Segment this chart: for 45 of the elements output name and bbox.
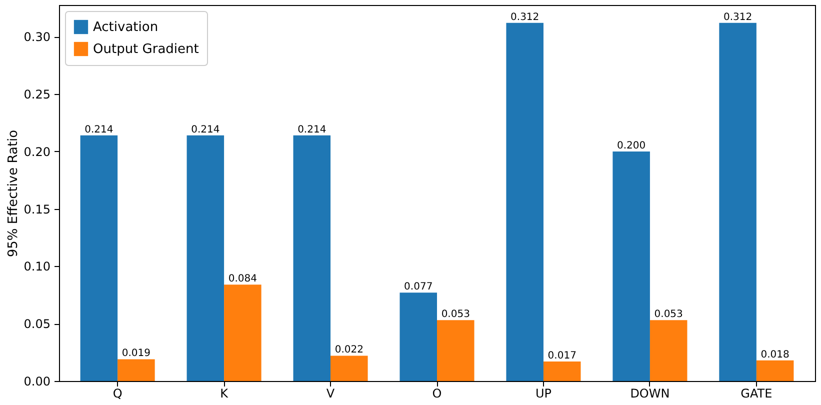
y-tick-label: 0.15 bbox=[24, 202, 50, 216]
bar bbox=[224, 284, 262, 381]
bar bbox=[118, 359, 155, 381]
data-label: 0.053 bbox=[441, 309, 470, 320]
x-tick-label: K bbox=[220, 386, 230, 400]
bar bbox=[293, 135, 331, 381]
data-label: 0.019 bbox=[122, 348, 151, 360]
bar bbox=[543, 361, 581, 381]
bar bbox=[650, 320, 688, 381]
y-tick-label: 0.25 bbox=[24, 88, 50, 102]
y-tick-label: 0.00 bbox=[24, 374, 50, 388]
bar bbox=[756, 360, 794, 381]
bar bbox=[400, 292, 437, 381]
bar bbox=[506, 22, 544, 381]
x-tick-label: GATE bbox=[740, 386, 772, 400]
bar bbox=[719, 22, 756, 381]
x-tick-label: Q bbox=[112, 386, 122, 400]
x-tick-label: DOWN bbox=[630, 386, 670, 400]
y-tick-label: 0.30 bbox=[24, 30, 50, 44]
x-tick-label: O bbox=[432, 386, 442, 400]
data-label: 0.312 bbox=[723, 12, 752, 23]
y-tick-label: 0.05 bbox=[24, 317, 50, 332]
data-label: 0.017 bbox=[548, 350, 576, 362]
bar bbox=[437, 320, 474, 381]
x-tick-label: UP bbox=[535, 386, 552, 400]
y-tick-label: 0.20 bbox=[24, 144, 50, 159]
data-label: 0.053 bbox=[654, 309, 683, 320]
bar bbox=[186, 135, 224, 381]
data-label: 0.214 bbox=[191, 124, 220, 136]
legend-label: Activation bbox=[93, 20, 158, 35]
bar bbox=[330, 356, 368, 381]
y-axis-title: 95% Effective Ratio bbox=[6, 130, 21, 258]
data-label: 0.214 bbox=[84, 124, 114, 136]
data-label: 0.214 bbox=[298, 124, 326, 136]
data-label: 0.077 bbox=[404, 282, 433, 293]
y-tick-label: 0.10 bbox=[24, 260, 50, 274]
data-label: 0.200 bbox=[617, 140, 646, 152]
data-label: 0.018 bbox=[760, 349, 790, 360]
bar bbox=[80, 135, 118, 381]
x-tick-label: V bbox=[326, 386, 336, 400]
bar bbox=[612, 151, 650, 381]
legend-label: Output Gradient bbox=[93, 42, 199, 57]
data-label: 0.022 bbox=[334, 344, 364, 356]
data-label: 0.084 bbox=[228, 274, 257, 285]
data-label: 0.312 bbox=[510, 12, 540, 23]
